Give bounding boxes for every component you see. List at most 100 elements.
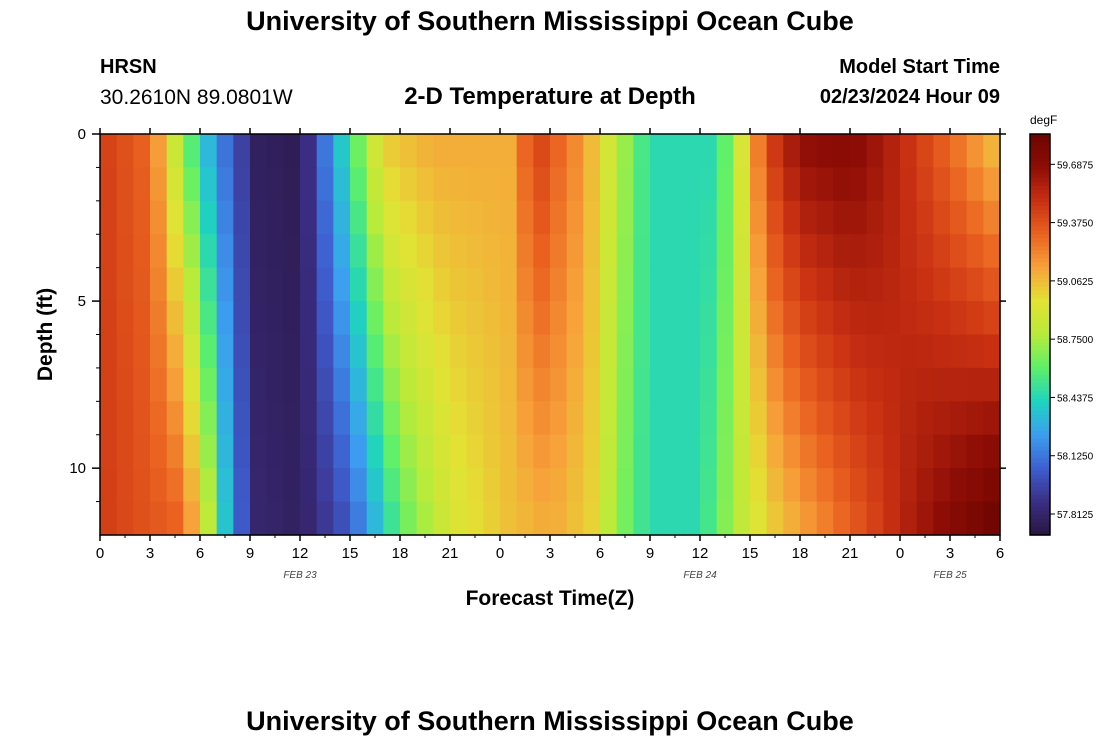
heatmap-cell [800,334,818,369]
heatmap-cell [616,401,634,436]
colorbar-band [1030,438,1050,444]
heatmap-cell [850,434,868,469]
colorbar-frame [1029,133,1051,536]
heatmap-cell [250,134,268,169]
colorbar-band [1030,166,1050,171]
heatmap-cell [483,267,501,302]
x-tick-label: 9 [246,545,254,562]
heatmap-cell [366,200,384,235]
heatmap-cell [600,301,618,336]
heatmap-cell [333,301,351,336]
heatmap-cell [666,434,684,469]
colorbar-band [1030,314,1050,320]
heatmap-cell [500,367,518,402]
heatmap-cell [700,267,718,302]
heatmap-cell [566,167,584,202]
heatmap-cell [983,267,1001,302]
heatmap-cell [100,200,118,235]
heatmap-cell [883,468,901,503]
colorbar-band [1030,206,1050,211]
heatmap-cell [883,200,901,235]
heatmap-cell [666,301,684,336]
x-tick-label: 9 [646,545,654,562]
heatmap-cell [883,267,901,302]
colorbar-band [1030,310,1050,316]
heatmap-cell [850,401,868,436]
heatmap-cell [133,200,151,235]
heatmap-cell [566,434,584,469]
heatmap-cell [500,401,518,436]
colorbar-band [1030,374,1050,380]
heatmap-cell [250,167,268,202]
heatmap-cell [400,234,418,269]
heatmap-cell [366,301,384,336]
heatmap-cell [466,334,484,369]
colorbar-band [1030,250,1050,255]
heatmap-cell [633,134,651,169]
heatmap-cell [383,334,401,369]
heatmap-cell [883,367,901,402]
heatmap-cell [116,334,134,369]
heatmap-cell [683,501,701,536]
heatmap-cell [150,200,168,235]
heatmap-cell [400,501,418,536]
heatmap-cell [416,267,434,302]
heatmap-cell [950,501,968,536]
colorbar-band [1030,470,1050,476]
heatmap-cell [383,401,401,436]
colorbar-band [1030,490,1050,496]
heatmap-cell [466,301,484,336]
colorbar-band [1030,158,1050,163]
heatmap-cell [550,367,568,402]
heatmap-cell [200,434,218,469]
heatmap-cell [900,167,918,202]
heatmap-cell [516,200,534,235]
heatmap-cell [733,234,751,269]
heatmap-cell [383,267,401,302]
heatmap-cell [566,301,584,336]
heatmap-cell [316,468,334,503]
colorbar-band [1030,510,1050,516]
colorbar-band [1030,266,1050,271]
heatmap-cell [283,267,301,302]
heatmap-cell [966,167,984,202]
colorbar-band [1030,394,1050,400]
heatmap-cell [550,434,568,469]
heatmap-cell [666,468,684,503]
heatmap-cell [283,334,301,369]
colorbar-band [1030,270,1050,275]
colorbar-tick-label: 59.3750 [1057,219,1094,230]
y-axis-label: Depth (ft) [34,288,57,381]
colorbar-band [1030,246,1050,251]
heatmap-cell [200,401,218,436]
heatmap-cell [800,434,818,469]
heatmap-cell [200,301,218,336]
colorbar-band [1030,330,1050,336]
heatmap-cell [650,301,668,336]
heatmap-cell [250,434,268,469]
heatmap-cell [216,167,234,202]
colorbar-tick-label: 57.8125 [1057,510,1094,521]
heatmap-cell [966,301,984,336]
heatmap-cell [116,401,134,436]
heatmap-cell [850,134,868,169]
heatmap-cell [316,234,334,269]
heatmap-cell [433,334,451,369]
heatmap-cell [983,367,1001,402]
heatmap-cell [800,267,818,302]
colorbar-band [1030,526,1050,532]
heatmap-cell [750,301,768,336]
heatmap-cell [600,468,618,503]
heatmap-cell [616,134,634,169]
heatmap-cell [466,434,484,469]
heatmap-cell [316,267,334,302]
heatmap-cell [533,134,551,169]
heatmap-cell [116,167,134,202]
heatmap-cell [400,468,418,503]
heatmap-cell [166,334,184,369]
colorbar-band [1030,190,1050,195]
heatmap-cell [716,468,734,503]
x-tick-label: 0 [96,545,104,562]
heatmap-cell [416,501,434,536]
heatmap-cell [966,334,984,369]
